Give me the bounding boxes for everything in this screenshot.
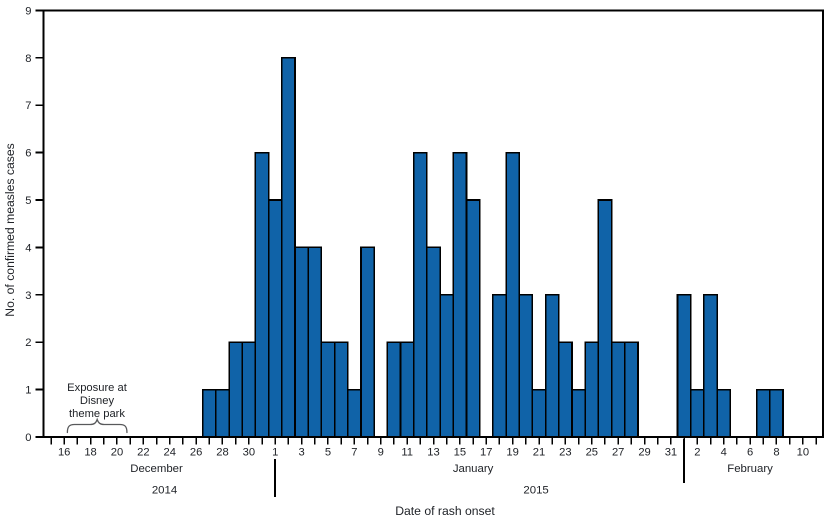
bar-january-5	[320, 341, 336, 438]
x-axis-title: Date of rash onset	[395, 504, 495, 518]
x-tick-label: 4	[721, 447, 727, 459]
x-tick-label: 3	[298, 447, 304, 459]
y-axis: 0 1 2 3 4 5 6 7 8 9	[25, 5, 44, 444]
x-tick-label: 8	[773, 447, 779, 459]
bar-january-24	[571, 388, 586, 438]
y-axis-title: No. of confirmed measles cases	[3, 143, 17, 316]
y-tick-label: 4	[25, 242, 31, 254]
year-label-2014: 2014	[152, 485, 177, 497]
x-tick-label: 16	[58, 447, 70, 459]
y-tick-label: 2	[25, 337, 31, 349]
bar-january-28	[623, 341, 639, 438]
bar-january-19	[505, 151, 521, 438]
bar-february-3	[703, 293, 718, 438]
x-tick-label: 9	[378, 447, 384, 459]
bar-february-2	[689, 388, 705, 438]
x-tick-label: 30	[243, 447, 255, 459]
exposure-annotation-line-2: Disney	[80, 395, 115, 407]
bar-february-4	[716, 388, 732, 438]
x-tick-label: 19	[506, 447, 518, 459]
x-tick-label: 2	[694, 447, 700, 459]
bar-january-4	[307, 246, 323, 438]
exposure-annotation-line-3: theme park	[69, 408, 125, 420]
x-tick-label: 1	[272, 447, 278, 459]
x-tick-label: 31	[665, 447, 677, 459]
bar-january-26	[597, 199, 613, 438]
y-tick-label: 5	[25, 195, 31, 207]
exposure-annotation-line-1: Exposure at	[67, 382, 128, 394]
bar-january-23	[558, 341, 573, 438]
bar-january-27	[610, 341, 626, 438]
x-tick-label: 27	[612, 447, 624, 459]
x-tick-label: 18	[84, 447, 96, 459]
bar-december-31	[254, 151, 270, 438]
bar-december-29	[228, 341, 244, 438]
exposure-annotation: Exposure at Disney theme park	[66, 382, 128, 434]
y-tick-label: 0	[25, 432, 31, 444]
bar-january-2	[281, 56, 296, 438]
x-tick-label: 7	[351, 447, 357, 459]
x-tick-label: 23	[559, 447, 571, 459]
bar-january-20	[518, 293, 534, 438]
bar-january-7	[346, 388, 362, 438]
x-axis: 16 18 20 22 24 26 28 30 1 3 5 7 9 11 13 15 17 19 21 23 25 27 2…	[50, 437, 817, 459]
y-tick-label: 1	[25, 385, 31, 397]
x-tick-label: 20	[111, 447, 123, 459]
month-label-december: December	[130, 463, 183, 475]
y-tick-label: 3	[25, 290, 31, 302]
x-tick-label: 25	[586, 447, 598, 459]
bar-december-27	[201, 388, 217, 438]
bar-january-8	[360, 246, 375, 438]
x-tick-label: 13	[427, 447, 439, 459]
bar-january-12	[412, 151, 428, 438]
month-label-january: January	[453, 463, 494, 475]
bar-december-28	[215, 388, 230, 438]
bar-february-7	[755, 388, 771, 438]
bar-january-15	[452, 151, 468, 438]
bar-january-16	[465, 199, 481, 438]
x-tick-label: 17	[480, 447, 492, 459]
exposure-brace-icon	[66, 417, 128, 434]
month-separators	[274, 439, 686, 497]
x-tick-label: 10	[797, 447, 809, 459]
bar-january-25	[584, 341, 600, 438]
month-label-february: February	[727, 463, 773, 475]
bar-january-14	[439, 293, 455, 438]
x-tick-label: 11	[401, 447, 413, 459]
bar-january-22	[544, 293, 560, 438]
x-tick-label: 15	[454, 447, 466, 459]
bars-group	[201, 56, 784, 438]
x-tick-label: 6	[747, 447, 753, 459]
bar-january-18	[492, 293, 507, 438]
bar-january-6	[333, 341, 349, 438]
bar-january-3	[294, 246, 310, 438]
bar-january-13	[426, 246, 441, 438]
x-tick-label: 5	[325, 447, 331, 459]
x-tick-label: 29	[638, 447, 650, 459]
y-tick-label: 7	[25, 100, 31, 112]
bar-january-1	[267, 199, 283, 438]
x-tick-label: 24	[163, 447, 175, 459]
x-tick-label: 22	[137, 447, 149, 459]
bar-january-21	[531, 388, 547, 438]
bar-january-10	[386, 341, 402, 438]
bar-december-30	[241, 341, 257, 438]
x-tick-label: 28	[216, 447, 228, 459]
y-tick-label: 6	[25, 148, 31, 160]
year-label-2015: 2015	[523, 485, 548, 497]
bar-february-1	[676, 293, 692, 438]
month-labels: December 2014 January 2015 February	[130, 463, 773, 497]
x-tick-label: 26	[190, 447, 202, 459]
bar-january-11	[399, 341, 415, 438]
y-tick-label: 8	[25, 53, 31, 65]
bar-february-8	[769, 388, 784, 438]
y-tick-label: 9	[25, 5, 31, 17]
x-tick-label: 21	[533, 447, 545, 459]
